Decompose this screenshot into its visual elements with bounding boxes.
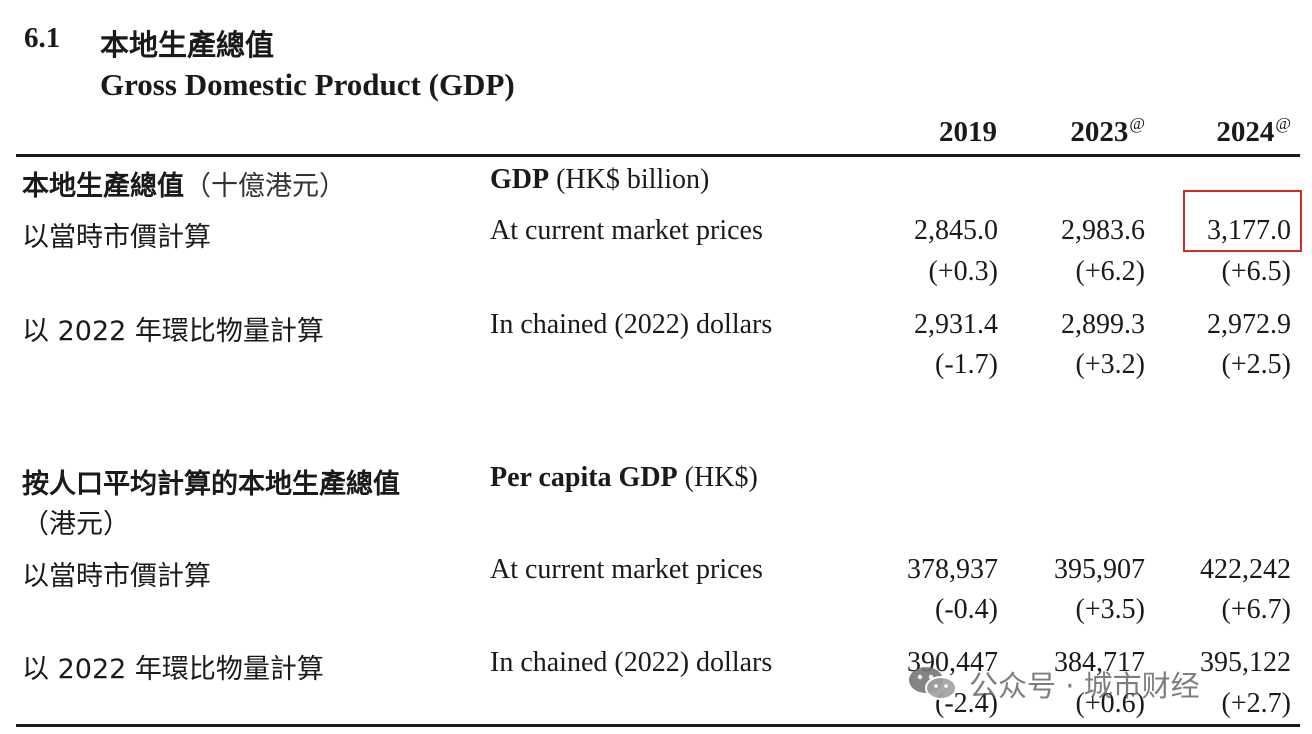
cell-change: (+3.2)	[1075, 349, 1145, 380]
cell-value: 2,972.9	[1207, 309, 1291, 340]
bottom-rule	[16, 724, 1300, 727]
column-header-2019: 2019	[939, 116, 997, 148]
gdp-heading-en: GDP (HK$ billion)	[490, 164, 710, 195]
section-number: 6.1	[24, 22, 61, 54]
column-header-2023: 2023@	[1070, 114, 1145, 148]
cell-value: 378,937	[907, 554, 998, 585]
cell-change: (+2.5)	[1221, 349, 1291, 380]
row-label-en: In chained (2022) dollars	[490, 647, 773, 678]
wechat-icon	[905, 664, 961, 704]
cell-change: (+6.7)	[1221, 594, 1291, 625]
cell-value: 395,122	[1200, 647, 1291, 678]
per-capita-heading-en: Per capita GDP (HK$)	[490, 462, 758, 493]
per-capita-heading-cn-unit: （港元）	[22, 509, 130, 540]
cell-value-highlighted: 3,177.0	[1207, 215, 1291, 246]
page-title-en: Gross Domestic Product (GDP)	[100, 67, 515, 102]
row-label-en: At current market prices	[490, 215, 763, 246]
watermark-text: 公众号 · 城市财经	[969, 669, 1200, 703]
row-label-cn: 以當時市價計算	[22, 561, 211, 592]
row-label-en: At current market prices	[490, 554, 763, 585]
row-label-en: In chained (2022) dollars	[490, 309, 773, 340]
cell-change: (-0.4)	[935, 594, 998, 625]
cell-value: 2,931.4	[914, 309, 998, 340]
cell-value: 2,983.6	[1061, 215, 1145, 246]
cell-value: 2,899.3	[1061, 309, 1145, 340]
row-label-cn: 以當時市價計算	[22, 222, 211, 253]
gdp-heading-cn: 本地生產總值（十億港元）	[22, 171, 346, 202]
cell-value: 2,845.0	[914, 215, 998, 246]
cell-value: 422,242	[1200, 554, 1291, 585]
watermark: 公众号 · 城市财经	[905, 654, 1200, 714]
cell-value: 395,907	[1054, 554, 1145, 585]
cell-change: (+6.5)	[1221, 256, 1291, 287]
cell-change: (+0.6)	[1075, 688, 1145, 719]
row-label-cn: 以 2022 年環比物量計算	[22, 654, 324, 685]
row-label-cn: 以 2022 年環比物量計算	[22, 316, 324, 347]
per-capita-heading-cn: 按人口平均計算的本地生產總值	[22, 469, 400, 500]
cell-change: (+6.2)	[1075, 256, 1145, 287]
cell-change: (+2.7)	[1221, 688, 1291, 719]
top-rule	[16, 154, 1300, 157]
column-header-2024: 2024@	[1216, 114, 1291, 148]
cell-change: (+3.5)	[1075, 594, 1145, 625]
page-title-cn: 本地生產總值	[100, 28, 275, 62]
cell-value: 384,717	[1054, 647, 1145, 678]
cell-change: (-1.7)	[935, 349, 998, 380]
highlight-box	[1183, 190, 1302, 252]
cell-change: (+0.3)	[928, 256, 998, 287]
